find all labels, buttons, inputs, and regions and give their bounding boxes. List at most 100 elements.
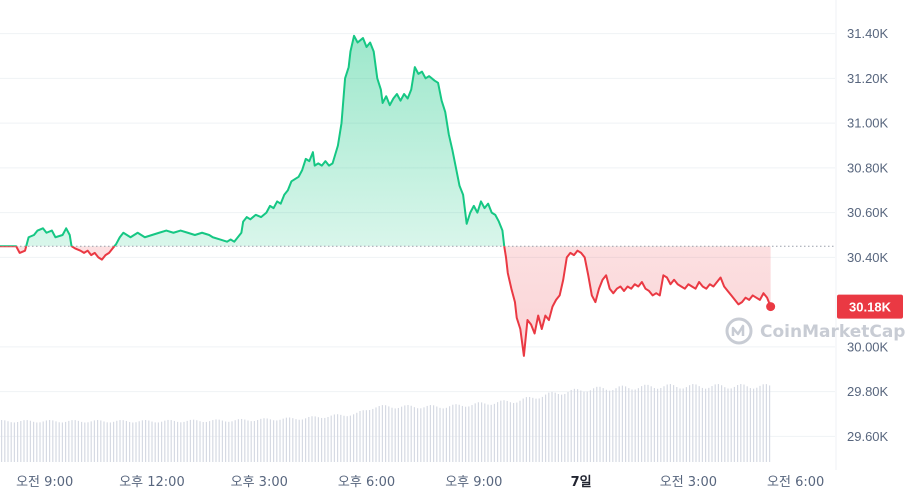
volume-bar [391, 407, 393, 462]
volume-bar [519, 400, 521, 462]
volume-bar [570, 389, 572, 462]
volume-bar [471, 405, 473, 462]
volume-bar [68, 420, 70, 462]
volume-bar [148, 420, 150, 462]
y-tick-label: 30.60K [847, 205, 889, 220]
volume-bar [753, 388, 755, 462]
volume-bar [295, 419, 297, 462]
volume-bar [506, 400, 508, 462]
volume-bar [381, 405, 383, 462]
volume-bar [177, 421, 179, 462]
volume-bar [727, 388, 729, 462]
volume-bar [762, 384, 764, 462]
volume-bar [417, 408, 419, 462]
volume-bar [625, 386, 627, 462]
volume-bar [17, 421, 19, 462]
volume-bar [349, 415, 351, 462]
volume-bar [740, 384, 742, 462]
volume-bar [285, 417, 287, 462]
volume-bar [365, 410, 367, 462]
volume-bar [13, 422, 15, 462]
volume-bar [532, 397, 534, 462]
volume-bar [468, 406, 470, 462]
volume-bar [362, 410, 364, 462]
volume-bar [305, 418, 307, 462]
volume-bar [218, 419, 220, 462]
x-axis: 오전 9:00 오후 12:00 오후 3:00 오후 6:00 오후 9:00 7일 오전… [16, 475, 824, 490]
volume-bar [689, 385, 691, 462]
volume-bar [746, 386, 748, 462]
volume-bar [583, 391, 585, 462]
volume-bar [141, 420, 143, 462]
volume-bar [292, 418, 294, 462]
volume-bar [759, 385, 761, 462]
volume-bar [477, 402, 479, 462]
volume-bar [429, 405, 431, 462]
volume-bar [321, 417, 323, 462]
price-line [0, 34, 772, 357]
y-tick-label: 31.00K [847, 116, 889, 131]
x-tick-label: 오후 6:00 [338, 475, 395, 490]
volume-bar [202, 421, 204, 462]
volume-bar [375, 407, 377, 462]
volume-bar [442, 408, 444, 462]
volume-bar [77, 420, 79, 462]
volume-bar [586, 391, 588, 462]
volume-bar [618, 386, 620, 462]
volume-bar [653, 388, 655, 462]
volume-bar [125, 420, 127, 462]
volume-bar [311, 416, 313, 462]
volume-bar [122, 420, 124, 462]
volume-bar [337, 414, 339, 462]
area-above-baseline [0, 35, 771, 247]
volume-bar [241, 418, 243, 462]
volume-bar [276, 420, 278, 462]
volume-bar [333, 414, 335, 462]
volume-bar [561, 394, 563, 462]
volume-bar [445, 407, 447, 462]
volume-bar [378, 406, 380, 462]
volume-bar [7, 421, 9, 462]
current-price-badge [837, 294, 903, 319]
volume-bar [529, 396, 531, 462]
volume-bar [39, 422, 41, 462]
volume-bar [481, 402, 483, 462]
volume-bar [164, 420, 166, 462]
volume-bar [228, 421, 230, 462]
volume-bars [1, 384, 771, 462]
volume-bar [577, 389, 579, 462]
volume-bar [212, 420, 214, 462]
volume-bar [621, 385, 623, 462]
volume-bar [669, 384, 671, 462]
volume-bar [29, 420, 31, 462]
volume-bar [42, 421, 44, 462]
volume-bar [186, 420, 188, 462]
volume-bar [516, 402, 518, 462]
volume-bar [589, 390, 591, 462]
volume-bar [535, 398, 537, 462]
volume-bar [93, 420, 95, 462]
price-line-down [0, 246, 772, 357]
x-tick-label: 오전 3:00 [660, 475, 717, 490]
volume-bar [609, 390, 611, 462]
volume-bar [317, 417, 319, 462]
volume-bar [628, 388, 630, 462]
volume-bar [420, 408, 422, 462]
volume-bar [484, 403, 486, 462]
volume-bar [458, 404, 460, 462]
volume-bar [679, 388, 681, 462]
volume-bar [717, 384, 719, 462]
volume-bar [522, 398, 524, 462]
volume-bar [234, 420, 236, 462]
volume-bar [698, 386, 700, 462]
volume-bar [330, 415, 332, 462]
volume-bar [737, 385, 739, 462]
volume-bar [273, 420, 275, 462]
volume-bar [701, 387, 703, 462]
volume-bar [765, 384, 767, 462]
y-axis: 31.40K 31.20K 31.00K 30.80K 30.60K 30.40K 30.0… [847, 26, 889, 444]
volume-bar [439, 407, 441, 462]
volume-bar [385, 405, 387, 462]
volume-bar [36, 422, 38, 462]
